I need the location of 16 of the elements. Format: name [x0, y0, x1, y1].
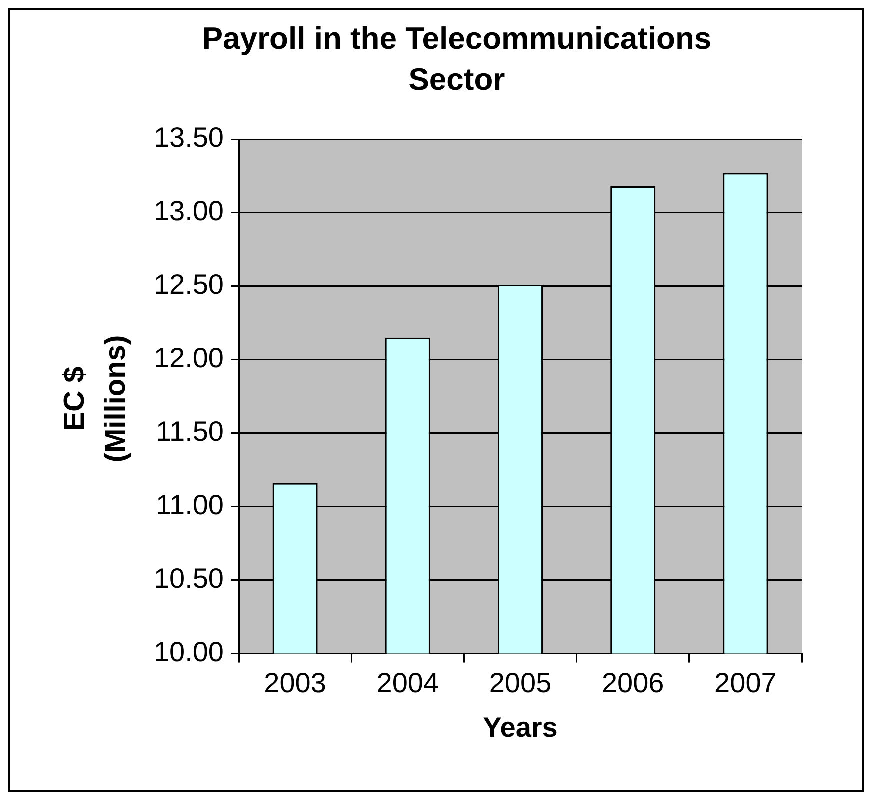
y-tick-label: 10.00: [154, 636, 224, 668]
y-tick-label: 10.50: [154, 563, 224, 594]
y-tick-label: 11.00: [156, 490, 224, 521]
y-axis-title: EC $ (Millions): [58, 334, 132, 464]
y-tick-label: 12.00: [154, 342, 224, 374]
y-tick-label: 11.50: [156, 416, 224, 448]
y-tick-label: 13.50: [154, 122, 224, 154]
y-tick-label: 12.50: [154, 269, 224, 300]
x-axis-title: Years: [483, 712, 558, 743]
y-tick-label: 13.00: [154, 196, 224, 227]
x-tick-label: 2004: [376, 667, 440, 698]
x-tick-label: 2003: [264, 667, 326, 698]
x-tick-label: 2006: [602, 667, 664, 698]
chart-title: Payroll in the Telecommunications Sector: [201, 20, 713, 99]
x-tick-label: 2007: [714, 667, 777, 698]
x-tick-label: 2005: [489, 667, 552, 698]
